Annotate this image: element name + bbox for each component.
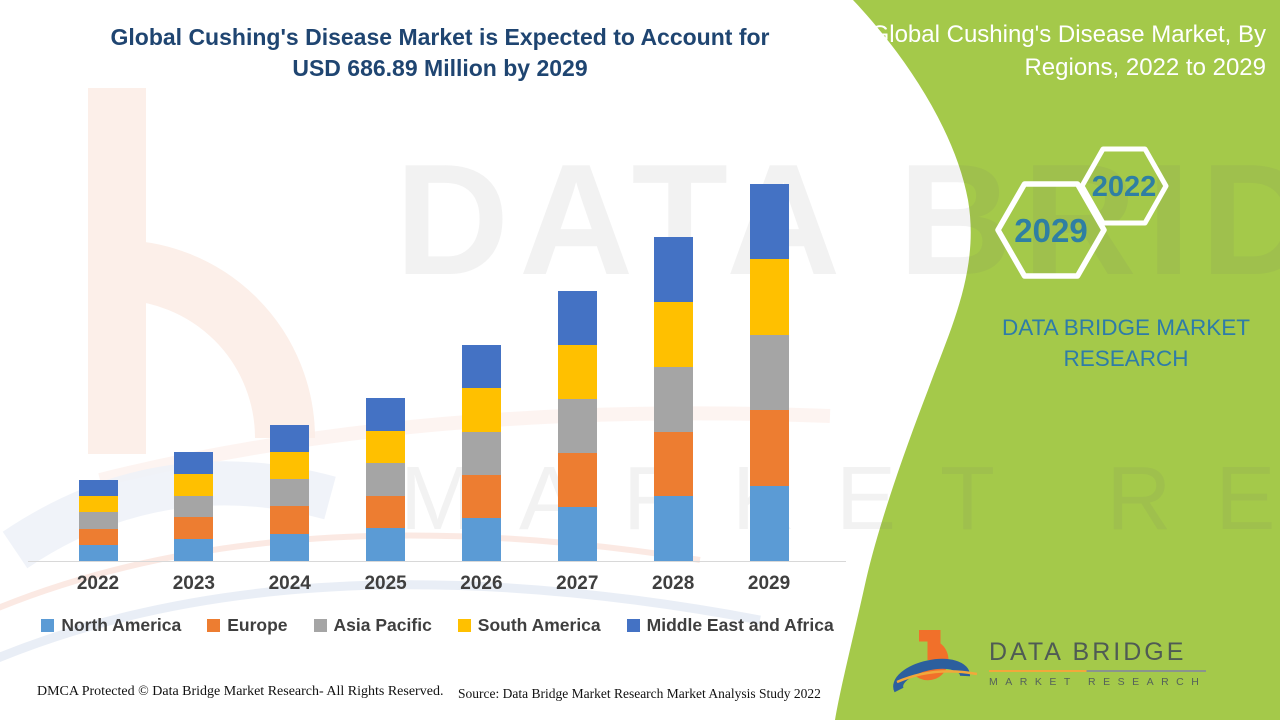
year-hexagons: 2029 2022 [995,146,1169,279]
source-text: Source: Data Bridge Market Research Mark… [458,686,821,701]
legend-label: Middle East and Africa [646,615,834,635]
page-title-line1: Global Cushing's Disease Market is Expec… [110,24,770,50]
brand-logo-rule [989,670,1207,672]
data-bridge-logo-icon [893,630,978,693]
legend-item-asia-pacific: Asia Pacific [313,615,432,636]
copyright-text: DMCA Protected © Data Bridge Market Rese… [37,684,444,699]
brand-logo-line2: MARKET RESEARCH [989,676,1207,688]
legend-marker [207,619,221,632]
hexagon-2029 [995,181,1107,279]
side-panel-title: Global Cushing's Disease Market, By Regi… [870,21,1266,81]
legend-item-middle-east-and-africa: Middle East and Africa [626,615,834,636]
brand-logo-wordmark: DATA BRIDGE MARKET RESEARCH [989,638,1207,688]
hexagon-2022 [1079,146,1169,226]
brand-text: DATA BRIDGE MARKET RESEARCH [1002,315,1250,371]
legend-item-europe: Europe [207,615,288,636]
legend-label: Asia Pacific [333,615,432,635]
hexagon-2029-label: 2029 [1014,212,1087,249]
brand-logo: DATA BRIDGE MARKET RESEARCH [893,630,1207,696]
legend-marker [457,619,471,632]
legend-marker [313,619,327,632]
page-title: Global Cushing's Disease Market is Expec… [60,22,820,84]
brand-logo-line1: DATA BRIDGE [989,638,1187,666]
legend-label: Europe [227,615,288,635]
legend-item-north-america: North America [41,615,181,636]
legend-item-south-america: South America [457,615,601,636]
legend-marker [626,619,640,632]
hexagon-2022-label: 2022 [1092,171,1157,203]
page-title-line2: USD 686.89 Million by 2029 [292,55,588,81]
legend-marker [41,619,55,632]
legend: North America Europe Asia Pacific South Ame… [30,615,845,636]
legend-label: South America [477,615,601,635]
legend-label: North America [61,615,182,635]
